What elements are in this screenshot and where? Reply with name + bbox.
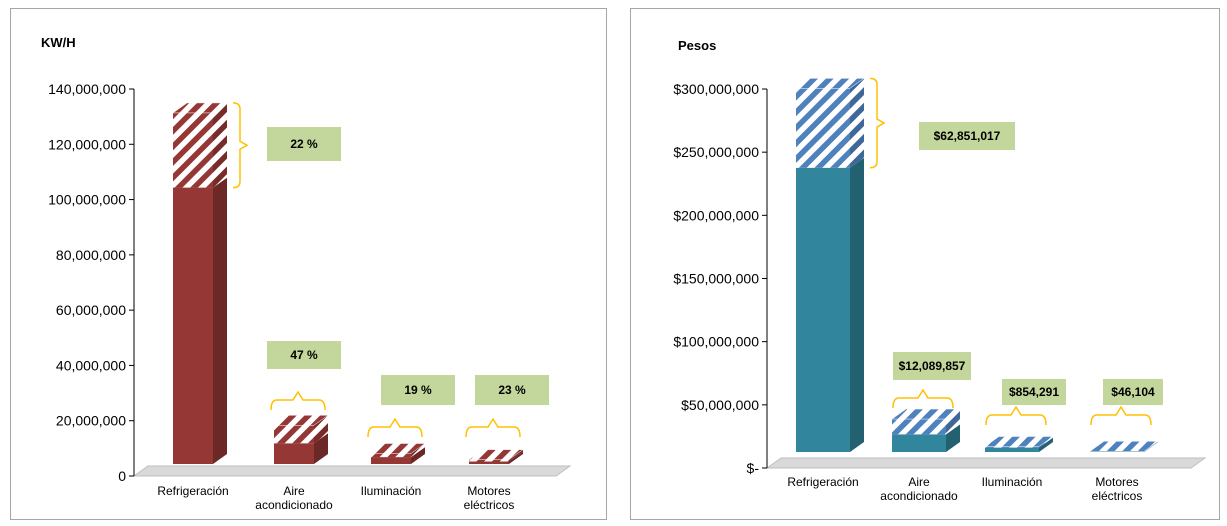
annotation-box [919, 122, 1015, 150]
bar-top-face [984, 436, 1054, 447]
bar-striped-side [946, 409, 960, 435]
x-category-label: eléctricos [1092, 489, 1143, 503]
bar-top-face [891, 408, 961, 420]
y-tick-label: $150,000,000 [673, 271, 759, 287]
bar-solid-segment [892, 434, 946, 452]
y-tick-label: 120,000,000 [48, 136, 126, 152]
x-category-label: Motores [1095, 475, 1138, 489]
chart-floor [132, 465, 572, 477]
x-category-label: Iluminación [982, 475, 1043, 489]
bar-striped-segment [469, 459, 509, 462]
bar-striped-segment [892, 419, 946, 435]
annotation-box [1002, 379, 1066, 405]
bar-top-face [273, 415, 329, 426]
x-category-label: acondicionado [255, 498, 333, 512]
y-tick-label: 20,000,000 [56, 413, 126, 429]
x-category-label: Motores [467, 484, 510, 498]
bar-solid-segment [469, 461, 509, 464]
bar-striped-segment [796, 88, 850, 168]
x-category-label: acondicionado [880, 489, 958, 503]
bar-striped-segment [173, 112, 213, 188]
bar-top-face [172, 102, 228, 114]
annotation-bracket [869, 77, 886, 169]
annotation-label: 47 % [290, 348, 318, 362]
x-category-label: Aire [908, 475, 930, 489]
annotation-label: $854,291 [1009, 385, 1059, 399]
annotation-label: 23 % [498, 383, 526, 397]
kwh-chart-panel: KW/H 0 20,000,000 40,000,000 60,000,000 80,0… [10, 8, 607, 520]
bar-solid-side [946, 424, 960, 452]
y-tick-label: $- [747, 460, 760, 476]
bar-solid-segment [371, 457, 411, 464]
bar-top-face [795, 78, 865, 89]
y-tick-label: 60,000,000 [56, 302, 126, 318]
bar-striped-segment [274, 425, 314, 444]
y-tick-label: $300,000,000 [673, 81, 759, 97]
bar-solid-side [411, 447, 425, 464]
annotation-label: $12,089,857 [899, 359, 966, 373]
annotation-bracket [270, 390, 326, 411]
annotation-label: 19 % [404, 383, 432, 397]
bar-solid-segment [173, 187, 213, 465]
pesos-chart: $- $50,000,000 $100,000,000 $150,000,000 $20… [673, 77, 1207, 503]
pesos-chart-panel: Pesos $- $50,000,000 $100,000,000 $150,000,… [630, 8, 1220, 520]
annotation-box [381, 375, 455, 405]
y-tick-label: $250,000,000 [673, 144, 759, 160]
y-tick-label: $50,000,000 [681, 397, 759, 413]
bar-solid-segment [274, 443, 314, 464]
bar-striped-side [509, 449, 523, 462]
y-tick-label: 100,000,000 [48, 192, 126, 208]
kwh-y-axis-title: KW/H [41, 35, 76, 50]
x-category-label: Aire [283, 484, 305, 498]
annotation-label: $62,851,017 [934, 129, 1001, 143]
y-tick-label: $200,000,000 [673, 207, 759, 223]
bar-top-face [1089, 441, 1159, 452]
bar-top-face [468, 449, 524, 460]
bar-striped-segment [371, 453, 411, 458]
x-category-label: eléctricos [464, 498, 515, 512]
y-tick-label: 0 [118, 468, 126, 484]
x-category-label: Refrigeración [157, 484, 228, 498]
annotation-label: $46,104 [1111, 385, 1155, 399]
annotation-bracket [985, 405, 1047, 426]
annotation-box [267, 341, 341, 369]
bar-striped-side [850, 78, 864, 168]
y-tick-label: 40,000,000 [56, 357, 126, 373]
annotation-bracket [465, 417, 521, 438]
y-tick-label: 80,000,000 [56, 247, 126, 263]
bar-solid-segment [796, 167, 850, 452]
kwh-chart: 0 20,000,000 40,000,000 60,000,000 80,000,00… [48, 81, 572, 512]
bar-solid-segment [1090, 451, 1144, 452]
annotation-bracket [232, 102, 249, 189]
bar-striped-side [314, 415, 328, 444]
pesos-y-axis-title: Pesos [678, 38, 717, 53]
annotation-label: 22 % [290, 137, 318, 151]
bar-top-face [370, 443, 426, 454]
x-category-label: Refrigeración [787, 475, 858, 489]
bar-solid-side [850, 157, 864, 452]
x-category-label: Iluminación [361, 484, 422, 498]
annotation-bracket [367, 417, 423, 438]
y-tick-label: 140,000,000 [48, 81, 126, 97]
bar-solid-side [1039, 437, 1053, 452]
annotation-box [1103, 379, 1163, 405]
chart-floor [765, 457, 1207, 469]
annotation-box [267, 127, 341, 161]
bar-solid-segment [985, 447, 1039, 452]
bar-solid-side [314, 433, 328, 464]
bar-striped-side [213, 102, 227, 188]
annotation-box [475, 375, 549, 405]
bar-solid-side [213, 177, 227, 465]
bar-striped-segment [985, 446, 1039, 448]
bar-striped-side [411, 443, 425, 458]
annotation-bracket [1090, 405, 1152, 426]
y-tick-label: $100,000,000 [673, 334, 759, 350]
annotation-bracket [892, 388, 954, 409]
bar-solid-side [509, 451, 523, 464]
annotation-box [893, 352, 971, 380]
